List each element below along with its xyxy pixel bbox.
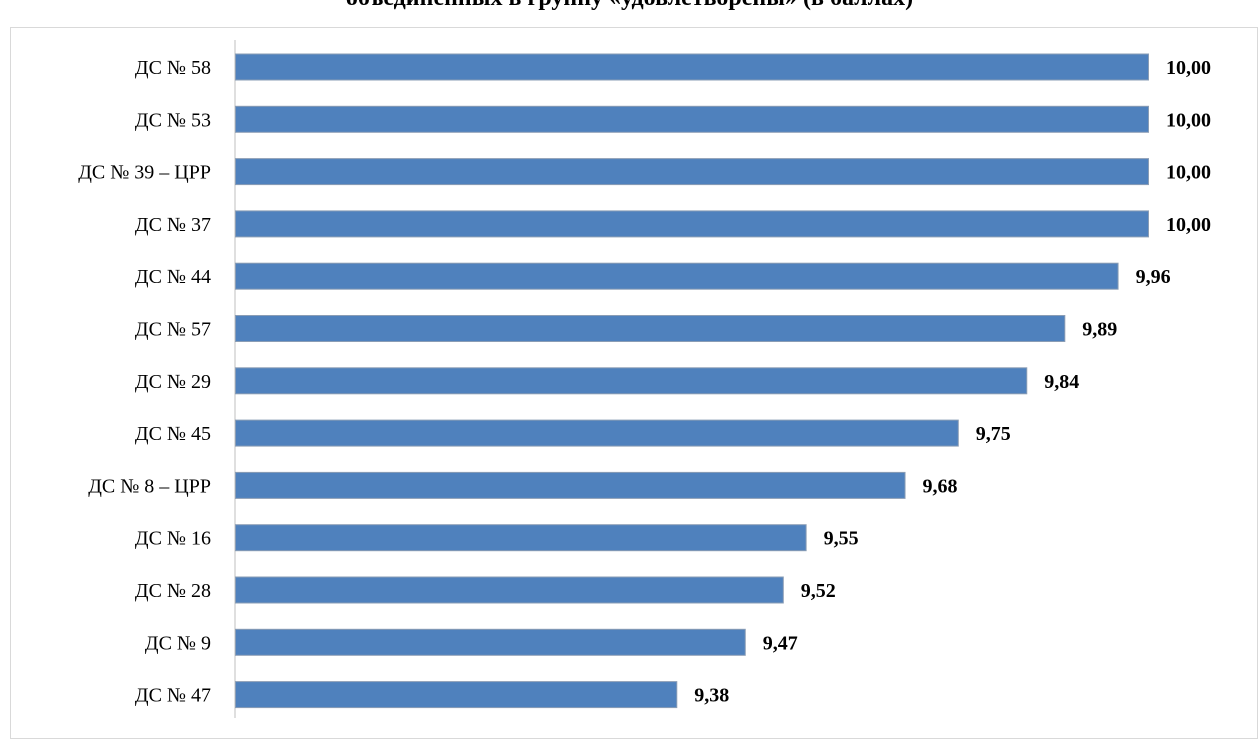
bar (235, 210, 1149, 238)
bar (235, 524, 807, 552)
data-label: 9,84 (1044, 371, 1079, 393)
bar (235, 471, 906, 499)
data-label: 9,55 (824, 528, 859, 550)
data-label: 9,89 (1082, 319, 1117, 341)
data-label: 9,96 (1136, 266, 1171, 288)
bar (235, 105, 1149, 133)
bar (235, 419, 959, 447)
category-label: ДС № 39 – ЦРР (78, 162, 211, 184)
data-label: 10,00 (1166, 214, 1211, 236)
data-label: 9,75 (976, 423, 1011, 445)
category-label: ДС № 37 (135, 214, 211, 236)
bar (235, 576, 784, 604)
data-label: 10,00 (1166, 109, 1211, 131)
category-label: ДС № 44 (135, 266, 211, 288)
data-label: 9,47 (763, 632, 798, 654)
category-label: ДС № 47 (135, 685, 211, 707)
chart-title: объединенных в группу «удовлетворены» (в… (0, 0, 1259, 12)
bar (235, 315, 1066, 342)
category-label: ДС № 58 (135, 57, 211, 79)
category-label: ДС № 29 (135, 371, 211, 393)
chart-frame (10, 27, 1258, 739)
bar (235, 367, 1028, 395)
data-label: 9,68 (923, 475, 958, 497)
category-label: ДС № 45 (135, 423, 211, 445)
data-label: 10,00 (1166, 57, 1211, 79)
category-label: ДС № 53 (135, 109, 211, 131)
bar (235, 628, 746, 656)
bar (235, 262, 1119, 290)
bar (235, 53, 1149, 81)
data-label: 9,38 (694, 685, 729, 707)
bar (235, 681, 678, 709)
category-label: ДС № 8 – ЦРР (88, 475, 211, 497)
category-label: ДС № 9 (145, 632, 211, 654)
bar (235, 158, 1149, 186)
category-label: ДС № 16 (135, 528, 211, 550)
category-label: ДС № 57 (135, 319, 211, 341)
data-label: 10,00 (1166, 162, 1211, 184)
category-label: ДС № 28 (135, 580, 211, 602)
data-label: 9,52 (801, 580, 836, 602)
